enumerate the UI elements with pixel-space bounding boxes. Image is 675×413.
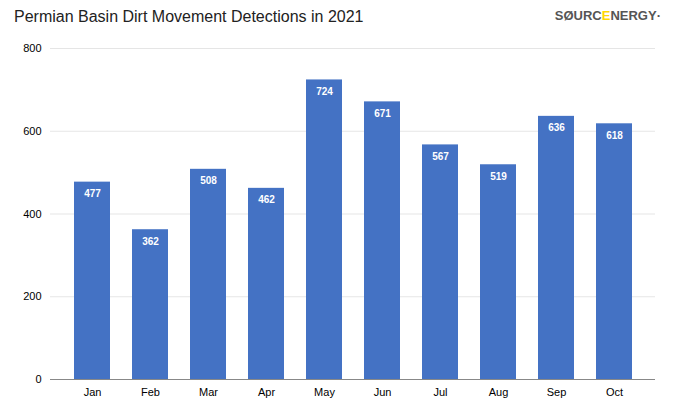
svg-text:618: 618: [606, 130, 623, 141]
svg-text:0: 0: [35, 373, 41, 385]
svg-text:Jul: Jul: [433, 386, 447, 398]
svg-text:567: 567: [432, 151, 449, 162]
svg-text:724: 724: [316, 86, 333, 97]
svg-text:636: 636: [548, 122, 565, 133]
svg-text:Oct: Oct: [606, 386, 623, 398]
svg-text:200: 200: [23, 290, 41, 302]
svg-text:Jan: Jan: [84, 386, 102, 398]
svg-text:Sep: Sep: [547, 386, 567, 398]
svg-text:Jun: Jun: [374, 386, 392, 398]
svg-text:Feb: Feb: [141, 386, 160, 398]
svg-text:477: 477: [84, 188, 101, 199]
svg-text:508: 508: [200, 175, 217, 186]
svg-text:Aug: Aug: [489, 386, 509, 398]
svg-text:519: 519: [490, 171, 507, 182]
svg-text:Apr: Apr: [258, 386, 275, 398]
svg-text:400: 400: [23, 208, 41, 220]
svg-text:671: 671: [374, 108, 391, 119]
svg-text:Mar: Mar: [199, 386, 218, 398]
svg-text:462: 462: [258, 194, 275, 205]
svg-text:800: 800: [23, 42, 41, 54]
svg-text:362: 362: [142, 236, 159, 247]
svg-text:600: 600: [23, 125, 41, 137]
svg-text:May: May: [314, 386, 335, 398]
html-text:Permian Basin Dirt Movement De: Permian Basin Dirt Movement Detections i…: [14, 8, 364, 25]
html-text:SØURC E NERGY ·: SØURC E NERGY ·: [554, 8, 661, 23]
